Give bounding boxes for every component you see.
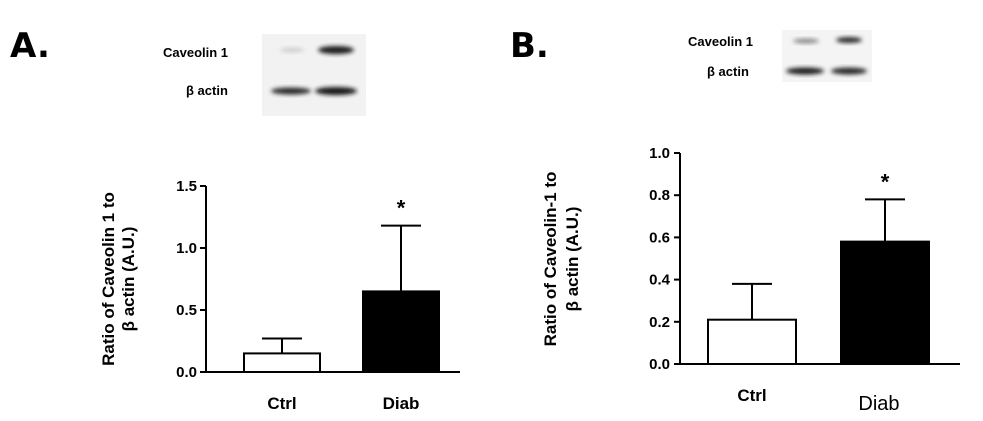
panel-b-band-actin-ctrl — [786, 67, 824, 75]
panel-b-tick-label: 0.2 — [649, 314, 670, 331]
panel-a: A. Caveolin 1 β actin 0.0 0.5 1.0 1.5 * Rat… — [10, 26, 460, 413]
panel-a-blot-label-actin: β actin — [186, 83, 228, 98]
panel-a-bar-diab — [362, 290, 440, 373]
panel-a-tick-label: 0.0 — [176, 364, 197, 381]
panel-b-band-actin-diab — [831, 67, 867, 75]
panel-a-ylabel-line1: Ratio of Caveolin 1 to — [99, 192, 118, 366]
panel-b-ylabel-line2: β actin (A.U.) — [563, 207, 582, 312]
panel-b-tick-label: 0.4 — [649, 272, 671, 289]
panel-b-significance-diab: * — [881, 169, 890, 194]
panel-a-category-diab: Diab — [383, 394, 420, 413]
panel-a-significance-diab: * — [397, 196, 406, 221]
panel-b-tick-label: 0.0 — [649, 356, 670, 373]
panel-b-letter: B. — [510, 26, 549, 66]
panel-a-western-blot: Caveolin 1 β actin — [163, 34, 366, 116]
panel-b-band-caveolin-diab — [836, 37, 862, 43]
panel-b-blot-label-caveolin: Caveolin 1 — [688, 34, 753, 49]
panel-b-tick-label: 0.6 — [649, 229, 670, 246]
panel-a-bars: * — [243, 196, 440, 373]
panel-a-category-ctrl: Ctrl — [267, 394, 296, 413]
panel-b-tick-label: 1.0 — [649, 145, 670, 162]
panel-b-chart: 0.0 0.2 0.4 0.6 0.8 1.0 * Ratio of Caveolin-1… — [541, 145, 960, 415]
panel-b-blot-label-actin: β actin — [707, 64, 749, 79]
panel-b-band-caveolin-ctrl — [793, 38, 819, 44]
panel-b-tick-label: 0.8 — [649, 187, 670, 204]
panel-b-bar-diab — [840, 240, 930, 365]
panel-b-bar-ctrl — [707, 318, 797, 366]
panel-b: B. Caveolin 1 β actin 0.0 0.2 0.4 0.6 0.8 1.0… — [510, 26, 960, 415]
panel-a-band-actin-ctrl — [271, 87, 311, 95]
panel-a-band-actin-diab — [315, 87, 357, 95]
panel-b-bars: * — [707, 169, 930, 366]
panel-a-bar-ctrl — [243, 352, 321, 373]
panel-a-tick-label: 0.5 — [176, 302, 197, 319]
panel-b-blot-background — [782, 30, 872, 82]
panel-a-chart: 0.0 0.5 1.0 1.5 * Ratio of Caveolin 1 to β … — [99, 178, 460, 413]
panel-a-tick-label: 1.5 — [176, 178, 197, 195]
panel-a-blot-background — [262, 34, 366, 116]
panel-a-y-ticks: 0.0 0.5 1.0 1.5 — [176, 178, 206, 381]
panel-b-western-blot: Caveolin 1 β actin — [688, 30, 872, 82]
panel-b-ylabel-line1: Ratio of Caveolin-1 to — [541, 172, 560, 347]
panel-a-blot-label-caveolin: Caveolin 1 — [163, 45, 228, 60]
panel-b-category-diab: Diab — [858, 393, 899, 415]
panel-a-letter: A. — [10, 26, 50, 66]
panel-a-ylabel-line2: β actin (A.U.) — [119, 227, 138, 332]
panel-b-category-ctrl: Ctrl — [737, 386, 766, 405]
panel-a-tick-label: 1.0 — [176, 240, 197, 257]
panel-a-band-caveolin-diab — [318, 46, 354, 54]
panel-b-y-ticks: 0.0 0.2 0.4 0.6 0.8 1.0 — [649, 145, 680, 373]
panel-a-band-caveolin-ctrl — [280, 47, 304, 53]
